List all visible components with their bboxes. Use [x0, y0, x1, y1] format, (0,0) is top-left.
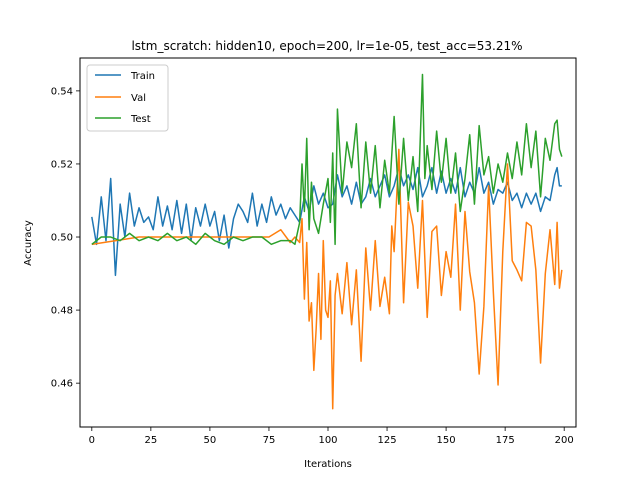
x-tick-label: 100	[318, 435, 337, 446]
chart-title: lstm_scratch: hidden10, epoch=200, lr=1e…	[131, 39, 522, 53]
y-axis-label: Accuracy	[23, 220, 34, 266]
plot-lines	[91, 73, 563, 410]
legend-label-train: Train	[130, 71, 155, 82]
y-tick-label: 0.48	[51, 306, 73, 317]
series-line-val	[91, 148, 563, 410]
x-tick-label: 150	[437, 435, 456, 446]
y-axis-ticks: 0.46 0.48 0.50 0.52 0.54	[51, 86, 80, 390]
x-tick-label: 125	[378, 435, 397, 446]
legend: Train Val Test	[86, 64, 169, 132]
series-line-test	[91, 73, 563, 246]
y-tick-label: 0.46	[51, 379, 73, 390]
x-tick-label: 200	[555, 435, 574, 446]
x-tick-label: 25	[144, 435, 157, 446]
y-tick-label: 0.50	[51, 233, 73, 244]
legend-frame	[86, 64, 169, 132]
y-tick-label: 0.52	[51, 159, 73, 170]
x-tick-label: 75	[263, 435, 276, 446]
legend-label-val: Val	[131, 93, 146, 104]
x-axis-label: Iterations	[304, 459, 352, 470]
plot-frame	[79, 57, 577, 428]
x-tick-label: 50	[204, 435, 217, 446]
x-tick-label: 175	[496, 435, 515, 446]
y-tick-label: 0.54	[51, 86, 73, 97]
x-axis-ticks: 0 25 50 75 100 125 150 175 200	[89, 427, 574, 446]
x-tick-label: 0	[89, 435, 95, 446]
legend-label-test: Test	[130, 114, 151, 125]
